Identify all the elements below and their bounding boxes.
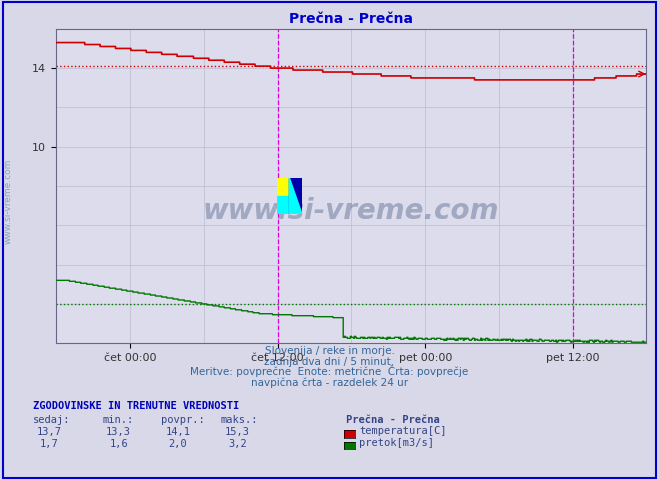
Text: www.si-vreme.com: www.si-vreme.com xyxy=(203,197,499,225)
Text: 13,3: 13,3 xyxy=(106,427,131,437)
Text: pretok[m3/s]: pretok[m3/s] xyxy=(359,438,434,448)
Text: 13,7: 13,7 xyxy=(37,427,62,437)
Text: navpična črta - razdelek 24 ur: navpična črta - razdelek 24 ur xyxy=(251,377,408,388)
Text: 1,6: 1,6 xyxy=(109,439,128,449)
Text: sedaj:: sedaj: xyxy=(33,415,71,425)
Text: min.:: min.: xyxy=(102,415,133,425)
Text: zadnja dva dni / 5 minut.: zadnja dva dni / 5 minut. xyxy=(264,357,395,367)
Text: 14,1: 14,1 xyxy=(165,427,190,437)
Text: 15,3: 15,3 xyxy=(225,427,250,437)
Text: Prečna - Prečna: Prečna - Prečna xyxy=(346,415,440,425)
Polygon shape xyxy=(289,178,302,214)
Text: 3,2: 3,2 xyxy=(228,439,246,449)
Bar xyxy=(289,178,302,214)
Title: Prečna - Prečna: Prečna - Prečna xyxy=(289,12,413,26)
Text: Meritve: povprečne  Enote: metrične  Črta: povprečje: Meritve: povprečne Enote: metrične Črta:… xyxy=(190,365,469,377)
Bar xyxy=(277,196,289,214)
Text: Slovenija / reke in morje.: Slovenija / reke in morje. xyxy=(264,346,395,356)
Bar xyxy=(277,178,289,196)
Text: ZGODOVINSKE IN TRENUTNE VREDNOSTI: ZGODOVINSKE IN TRENUTNE VREDNOSTI xyxy=(33,401,239,411)
Text: 2,0: 2,0 xyxy=(169,439,187,449)
Text: maks.:: maks.: xyxy=(221,415,258,425)
Text: povpr.:: povpr.: xyxy=(161,415,205,425)
Text: temperatura[C]: temperatura[C] xyxy=(359,426,447,436)
Text: 1,7: 1,7 xyxy=(40,439,59,449)
Text: www.si-vreme.com: www.si-vreme.com xyxy=(3,159,13,244)
